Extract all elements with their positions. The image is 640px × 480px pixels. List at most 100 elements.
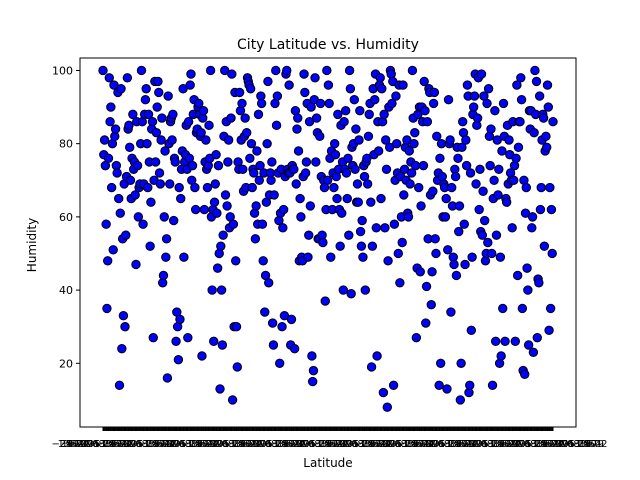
data-point [389,219,400,229]
data-point [194,98,204,109]
data-point [414,182,424,193]
data-point [462,80,473,90]
data-point [122,73,133,83]
data-point [544,325,554,336]
data-point [234,87,245,98]
data-point [320,296,330,306]
data-point [142,138,152,149]
data-point [393,248,403,259]
data-point [468,102,479,112]
data-point [410,127,420,138]
data-point [256,98,267,109]
x-tick-label-glyph: −31 [181,439,202,450]
data-point [500,336,510,347]
data-point [308,365,319,376]
x-tick-label-glyph: 1.6 [360,439,376,450]
data-point [237,98,247,109]
data-point [485,160,495,171]
data-point [154,168,165,178]
x-tick-label-glyph: 522 [373,439,392,450]
x-tick-label-glyph: 805 [297,439,316,450]
x-tick-label-glyph: 96. [345,439,361,450]
x-tick-label-glyph: 479 [240,439,259,450]
data-point [495,252,506,262]
data-point [186,69,196,79]
data-point [532,332,542,343]
data-point [472,113,483,123]
data-point [143,109,154,120]
data-point [536,182,546,193]
data-point [103,153,114,164]
data-point [332,193,342,204]
data-point [398,80,408,90]
x-tick-label-glyph: 96. [518,439,534,450]
data-point [292,124,302,134]
data-point [295,193,305,204]
data-point [335,241,345,251]
data-point [428,186,438,196]
x-tick-label-glyph: 250 [319,439,338,450]
x-tick-label-glyph: 479 [369,439,388,450]
data-point [387,98,397,109]
data-point [513,142,524,153]
data-point [382,402,392,412]
data-point [342,193,352,204]
x-tick-label-glyph: 1.6 [58,439,74,450]
x-tick-label-glyph: 96. [216,439,232,450]
data-point [528,347,539,358]
x-tick-label-glyph: 697 [204,439,223,450]
data-point [304,230,314,240]
x-tick-label-glyph: 250 [578,439,597,450]
x-tick-label-glyph: 250 [232,439,251,450]
data-point [133,212,144,222]
data-point [150,157,161,167]
data-point [301,157,312,167]
data-point [326,252,336,262]
data-point [322,65,332,76]
x-tick-label-glyph: .13 [565,439,581,450]
data-point [242,127,252,138]
data-point [377,84,387,94]
data-point [207,285,217,295]
x-tick-label-glyph: 250 [405,439,424,450]
data-point [190,182,200,193]
data-point [116,84,126,94]
data-point [431,248,441,259]
data-point [264,278,274,288]
x-tick-label-glyph: .13 [220,439,236,450]
data-point [307,351,317,361]
x-tick-label-glyph: 250 [362,439,381,450]
x-tick-label-glyph: 1.6 [532,439,548,450]
x-tick-label-glyph: 522 [200,439,219,450]
data-point [106,182,117,193]
x-tick-label-glyph: 088 [135,439,154,450]
data-point [358,252,368,262]
data-point [132,160,143,171]
data-point [118,311,129,321]
data-point [255,160,265,171]
x-tick-label-glyph: 697 [463,439,482,450]
data-point [440,212,451,222]
data-point [451,270,462,281]
data-point [493,190,503,200]
data-point [454,201,465,211]
x-tick-label-glyph: 805 [254,439,273,450]
data-point [366,362,377,372]
data-point [545,182,555,193]
data-point [245,84,256,94]
data-point [112,168,122,178]
x-tick-label-glyph: 479 [499,439,518,450]
data-point [159,212,169,222]
x-tick-label-glyph: 088 [394,439,413,450]
data-point [246,138,257,149]
data-point [344,65,355,76]
x-tick-label-glyph: 3−4 [364,439,385,450]
data-point [427,267,437,277]
data-point [199,204,210,215]
x-tick-label-glyph: 96. [173,439,189,450]
data-point [534,91,545,101]
data-point [521,182,531,193]
data-point [430,234,440,244]
data-point [213,160,224,171]
